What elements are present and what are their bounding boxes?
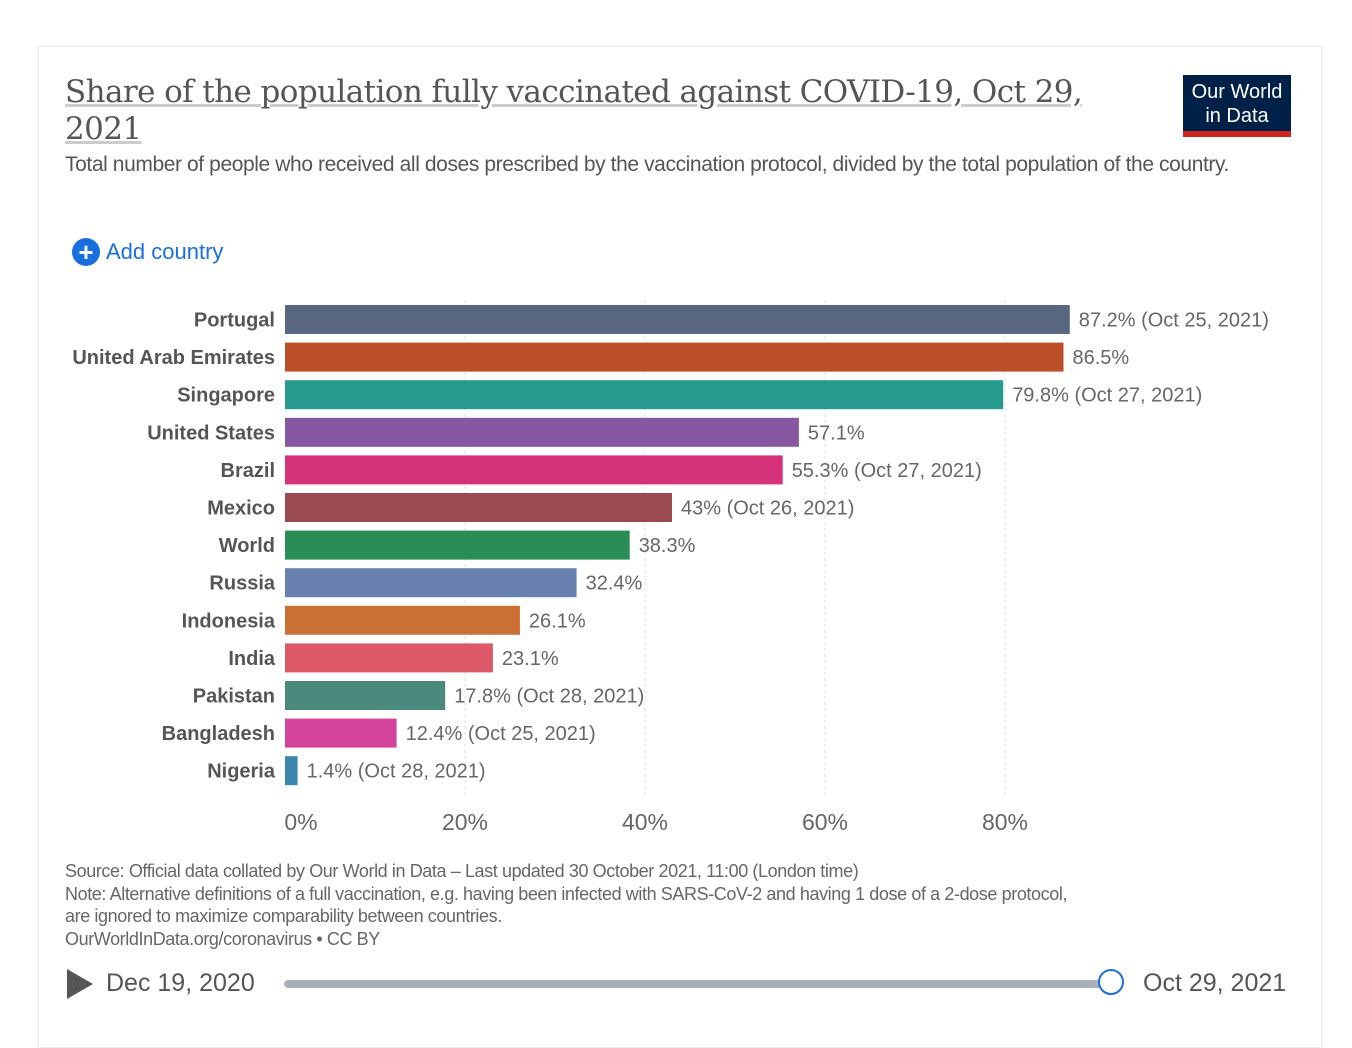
x-tick-label: 60% xyxy=(802,809,848,835)
bar[interactable] xyxy=(285,643,493,673)
category-label: Russia xyxy=(209,573,275,595)
bar[interactable] xyxy=(285,530,630,560)
bar[interactable] xyxy=(285,718,397,748)
add-country-button[interactable]: + Add country xyxy=(72,238,223,266)
source-link[interactable]: OurWorldInData.org/coronavirus • CC BY xyxy=(65,928,380,949)
data-label: 79.8% (Oct 27, 2021) xyxy=(1012,385,1202,407)
bar[interactable] xyxy=(285,493,672,522)
category-label: Bangladesh xyxy=(162,723,275,745)
bar[interactable] xyxy=(285,342,1064,372)
category-label: Nigeria xyxy=(207,761,276,783)
timeline-slider-handle[interactable] xyxy=(1098,969,1124,995)
bar[interactable] xyxy=(285,305,1070,334)
bar[interactable] xyxy=(285,455,783,485)
category-label: Mexico xyxy=(207,498,275,520)
chart-subtitle: Total number of people who received all … xyxy=(65,153,1229,176)
bar[interactable] xyxy=(285,681,446,710)
timeline-end-date: Oct 29, 2021 xyxy=(1143,969,1287,997)
data-label: 86.5% xyxy=(1073,347,1130,369)
add-country-label: Add country xyxy=(106,239,224,264)
chart-card xyxy=(38,46,1322,1048)
bar-chart: 0% 20% 40% 60% 80% Portugal 87.2% (Oct 25, 202… xyxy=(72,300,1269,835)
category-label: United Arab Emirates xyxy=(72,347,275,369)
category-label: Pakistan xyxy=(193,686,275,708)
data-label: 38.3% xyxy=(639,535,696,557)
category-label: United States xyxy=(147,422,275,444)
timeline: Dec 19, 2020 Oct 29, 2021 xyxy=(65,965,1295,1005)
data-label: 43% (Oct 26, 2021) xyxy=(681,498,854,520)
chart-footer: Source: Official data collated by Our Wo… xyxy=(65,860,1067,950)
category-label: Singapore xyxy=(177,385,275,407)
category-label: Portugal xyxy=(194,310,275,332)
data-label: 1.4% (Oct 28, 2021) xyxy=(307,761,486,783)
bar[interactable] xyxy=(285,417,799,447)
bar[interactable] xyxy=(285,605,520,635)
source-text: Source: Official data collated by Our Wo… xyxy=(65,861,859,881)
plus-circle-icon: + xyxy=(72,238,100,266)
bar[interactable] xyxy=(285,380,1004,410)
x-tick-label: 20% xyxy=(442,809,488,835)
bar[interactable] xyxy=(285,568,577,598)
note-text: Note: Alternative definitions of a full … xyxy=(65,883,1068,904)
category-label: Brazil xyxy=(221,460,275,482)
play-icon[interactable] xyxy=(67,969,93,999)
category-label: World xyxy=(219,535,275,557)
data-label: 87.2% (Oct 25, 2021) xyxy=(1079,310,1269,332)
note-text-2: are ignored to maximize comparability be… xyxy=(65,906,502,926)
data-label: 17.8% (Oct 28, 2021) xyxy=(454,686,644,708)
x-tick-label: 0% xyxy=(284,809,317,835)
data-label: 12.4% (Oct 25, 2021) xyxy=(406,723,596,745)
data-label: 26.1% xyxy=(529,610,586,632)
data-label: 57.1% xyxy=(808,422,865,444)
data-label: 23.1% xyxy=(502,648,559,670)
data-label: 55.3% (Oct 27, 2021) xyxy=(792,460,982,482)
category-label: India xyxy=(228,648,276,670)
chart-title[interactable]: Share of the population fully vaccinated… xyxy=(65,74,1083,147)
x-tick-label: 40% xyxy=(622,809,668,835)
data-label: 32.4% xyxy=(586,573,643,595)
timeline-start-date: Dec 19, 2020 xyxy=(106,969,255,997)
bar[interactable] xyxy=(285,756,298,786)
owid-logo[interactable]: Our World in Data xyxy=(1183,75,1291,137)
x-tick-label: 80% xyxy=(982,809,1028,835)
timeline-slider-track[interactable] xyxy=(284,980,1114,988)
category-label: Indonesia xyxy=(182,610,276,632)
